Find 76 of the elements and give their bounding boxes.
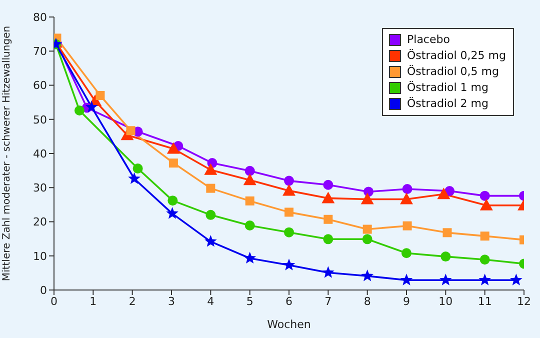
x-axis-title: Wochen xyxy=(267,318,311,331)
point xyxy=(322,266,334,278)
point xyxy=(400,274,413,286)
point xyxy=(402,184,412,194)
point xyxy=(168,158,178,168)
legend-label: Östradiol 2 mg xyxy=(407,96,488,112)
point xyxy=(245,196,254,206)
point xyxy=(400,192,413,204)
point xyxy=(244,252,256,264)
point xyxy=(166,142,180,154)
point xyxy=(282,258,296,270)
point xyxy=(402,248,412,258)
point xyxy=(362,224,372,234)
x-tick-label: 6 xyxy=(286,294,292,308)
point xyxy=(204,235,217,247)
point xyxy=(282,184,296,196)
x-tick-label: 9 xyxy=(403,294,410,308)
point xyxy=(168,196,178,206)
point xyxy=(437,188,450,200)
point xyxy=(480,190,490,201)
y-tick-label: 60 xyxy=(33,79,47,92)
point xyxy=(204,163,218,175)
point xyxy=(362,234,372,244)
x-tick-label: 4 xyxy=(207,294,214,308)
point xyxy=(85,100,98,112)
legend-label: Placebo xyxy=(407,32,450,48)
y-tick-label: 40 xyxy=(33,147,47,160)
x-tick-label: 2 xyxy=(128,294,136,308)
x-tick-label: 0 xyxy=(50,294,58,308)
point xyxy=(360,192,374,204)
point xyxy=(284,227,294,238)
y-tick-label: 20 xyxy=(33,216,47,229)
point xyxy=(284,208,294,217)
point xyxy=(322,192,335,204)
point xyxy=(206,184,216,193)
point xyxy=(361,270,374,282)
point xyxy=(132,164,143,174)
y-tick-label: 80 xyxy=(33,10,47,24)
point xyxy=(284,176,294,186)
point xyxy=(96,90,105,100)
point xyxy=(324,214,333,224)
x-tick-label: 12 xyxy=(517,294,531,308)
y-tick-label: 50 xyxy=(33,113,47,126)
point xyxy=(478,274,492,286)
point xyxy=(480,198,493,210)
point xyxy=(442,228,452,238)
x-tick-label: 11 xyxy=(478,294,492,308)
point xyxy=(323,234,334,244)
x-tick-label: 8 xyxy=(364,294,371,308)
point xyxy=(510,274,522,286)
point xyxy=(244,220,255,231)
y-tick-label: 70 xyxy=(33,45,47,58)
point xyxy=(323,180,334,190)
y-tick-label: 30 xyxy=(33,182,47,195)
point xyxy=(166,207,178,219)
x-tick-label: 1 xyxy=(90,294,97,308)
y-tick-label: 10 xyxy=(33,250,47,263)
point xyxy=(439,274,452,286)
point xyxy=(206,210,216,220)
legend-label: Östradiol 0,25 mg xyxy=(407,48,506,64)
legend-label: Östradiol 1 mg xyxy=(407,80,488,96)
x-tick-label: 3 xyxy=(168,294,175,308)
point xyxy=(402,221,412,230)
y-tick-label: 0 xyxy=(40,284,47,297)
point xyxy=(128,172,140,184)
x-tick-label: 7 xyxy=(324,294,332,308)
point xyxy=(480,254,490,265)
legend-label: Östradiol 0,5 mg xyxy=(407,64,499,80)
point xyxy=(243,174,256,186)
y-axis-title: Mittlere Zahl moderater - schwerer Hitzewallungen xyxy=(2,26,13,282)
point xyxy=(74,106,84,116)
point xyxy=(440,252,451,262)
x-tick-label: 10 xyxy=(438,294,453,308)
point xyxy=(480,232,490,241)
point xyxy=(244,166,255,176)
x-tick-label: 5 xyxy=(246,294,254,308)
